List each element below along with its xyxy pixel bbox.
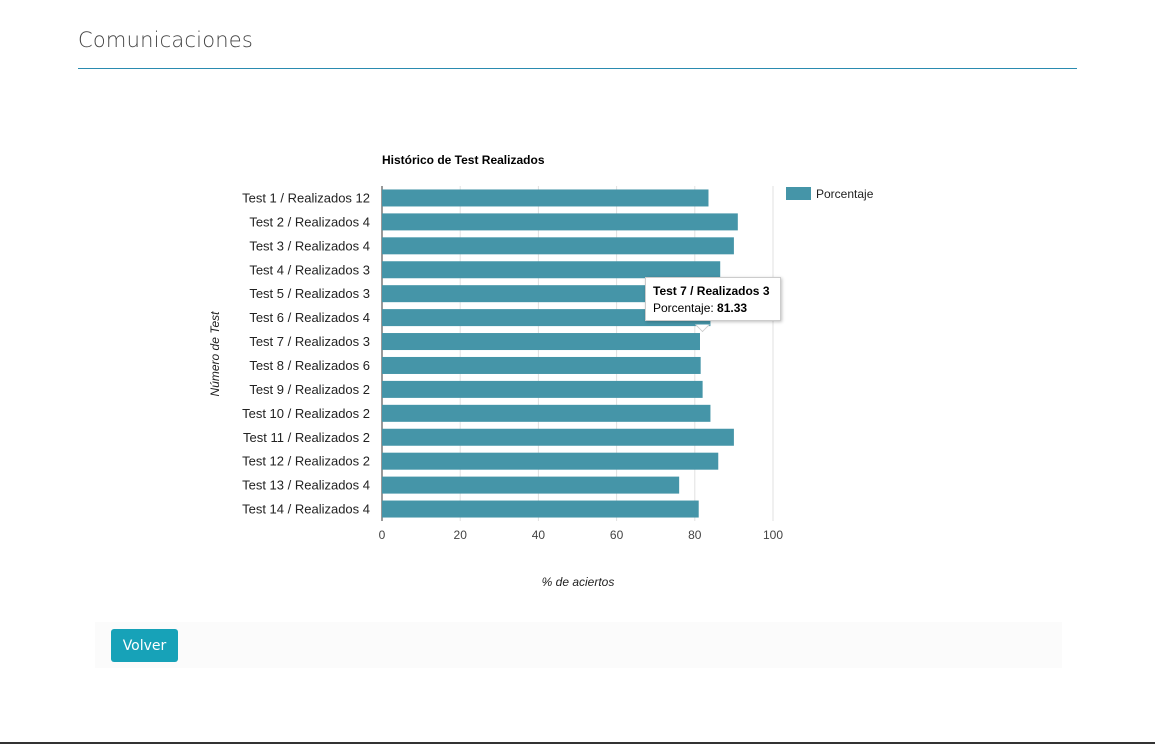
bar[interactable]: [382, 309, 711, 327]
tooltip-value: 81.33: [717, 301, 748, 315]
category-label: Test 2 / Realizados 4: [249, 214, 370, 229]
category-label: Test 13 / Realizados 4: [242, 478, 370, 493]
x-tick-label: 60: [610, 528, 624, 542]
category-label: Test 14 / Realizados 4: [242, 502, 370, 517]
bar-chart: Histórico de Test Realizados Test 1 / Re…: [208, 153, 874, 589]
bars: [382, 189, 738, 518]
tooltip-label: Porcentaje:: [653, 301, 718, 315]
category-label: Test 1 / Realizados 12: [242, 190, 370, 205]
x-tick-label: 40: [532, 528, 546, 542]
bar[interactable]: [382, 213, 738, 231]
x-tick-labels: 0 20 40 60 80 100: [379, 528, 784, 542]
x-tick-label: 0: [379, 528, 386, 542]
bar[interactable]: [382, 380, 703, 398]
y-axis-label: Número de Test: [208, 311, 222, 397]
category-label: Test 8 / Realizados 6: [249, 358, 370, 373]
bar[interactable]: [382, 500, 699, 518]
category-label: Test 10 / Realizados 2: [242, 406, 370, 421]
page-title: Comunicaciones: [78, 28, 254, 52]
category-label: Test 9 / Realizados 2: [249, 382, 370, 397]
chart-title: Histórico de Test Realizados: [382, 153, 545, 167]
tooltip-body: Porcentaje: 81.33: [653, 300, 780, 317]
title-divider: [78, 68, 1077, 69]
footer-actions: [95, 622, 1062, 668]
x-tick-label: 100: [763, 528, 783, 542]
bar[interactable]: [382, 261, 721, 279]
category-label: Test 6 / Realizados 4: [249, 310, 370, 325]
legend-swatch: [786, 187, 811, 200]
bottom-divider: [0, 742, 1155, 744]
bar[interactable]: [382, 428, 734, 446]
bar[interactable]: [382, 237, 734, 255]
back-button[interactable]: Volver: [111, 629, 178, 662]
bar[interactable]: [382, 189, 709, 207]
category-label: Test 4 / Realizados 3: [249, 262, 370, 277]
tooltip-title: Test 7 / Realizados 3: [653, 284, 770, 298]
chart-tooltip: Test 7 / Realizados 3 Porcentaje: 81.33: [645, 277, 781, 321]
x-axis-label: % de aciertos: [542, 575, 615, 589]
bar[interactable]: [382, 452, 719, 470]
grid-lines: [381, 186, 774, 521]
category-label: Test 7 / Realizados 3: [249, 334, 370, 349]
category-labels: Test 1 / Realizados 12 Test 2 / Realizado…: [242, 190, 370, 516]
category-label: Test 12 / Realizados 2: [242, 454, 370, 469]
category-label: Test 11 / Realizados 2: [243, 430, 370, 445]
legend: Porcentaje: [786, 187, 874, 201]
category-label: Test 5 / Realizados 3: [249, 286, 370, 301]
bar[interactable]: [382, 356, 701, 374]
x-tick-label: 80: [688, 528, 702, 542]
legend-label: Porcentaje: [816, 187, 874, 201]
x-tick-label: 20: [454, 528, 468, 542]
bar[interactable]: [382, 333, 701, 351]
category-label: Test 3 / Realizados 4: [249, 238, 370, 253]
bar[interactable]: [382, 476, 680, 494]
bar[interactable]: [382, 404, 711, 422]
bar[interactable]: [382, 285, 715, 303]
